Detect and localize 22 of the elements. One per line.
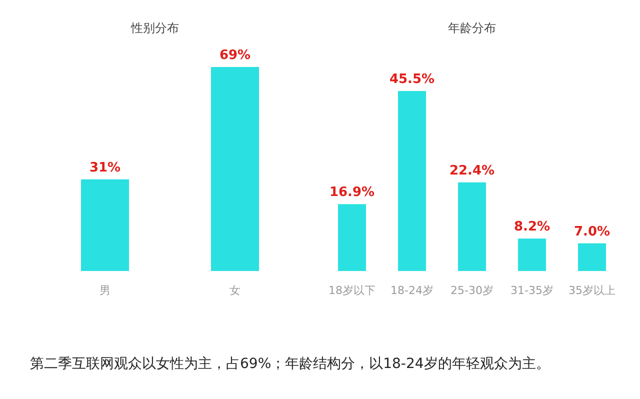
x-tick-label: 女 (230, 284, 240, 297)
data-label: 8.2% (514, 220, 550, 235)
x-tick-label: 18岁以下 (328, 284, 376, 297)
bar (518, 238, 546, 271)
bar (338, 204, 366, 271)
x-tick-label: 31-35岁 (510, 284, 554, 297)
x-tick-label: 18-24岁 (390, 284, 434, 297)
bar (578, 243, 606, 271)
data-label: 69% (219, 48, 251, 63)
x-tick-label: 25-30岁 (450, 284, 494, 297)
chart-title: 年龄分布 (448, 21, 496, 35)
data-label: 45.5% (389, 72, 435, 87)
bar (398, 91, 426, 271)
data-label: 16.9% (329, 185, 375, 200)
bar (458, 182, 486, 271)
chart-title: 性别分布 (130, 21, 179, 35)
data-label: 31% (89, 160, 121, 176)
data-label: 22.4% (449, 163, 495, 178)
x-tick-label: 35岁以上 (568, 284, 616, 297)
text: 第二季互联网观众以女性为主，占69%；年龄结构分，以18-24岁的年轻观众为主。 (30, 355, 551, 374)
data-label: 7.0% (574, 224, 610, 240)
x-tick-label: 男 (100, 284, 110, 297)
